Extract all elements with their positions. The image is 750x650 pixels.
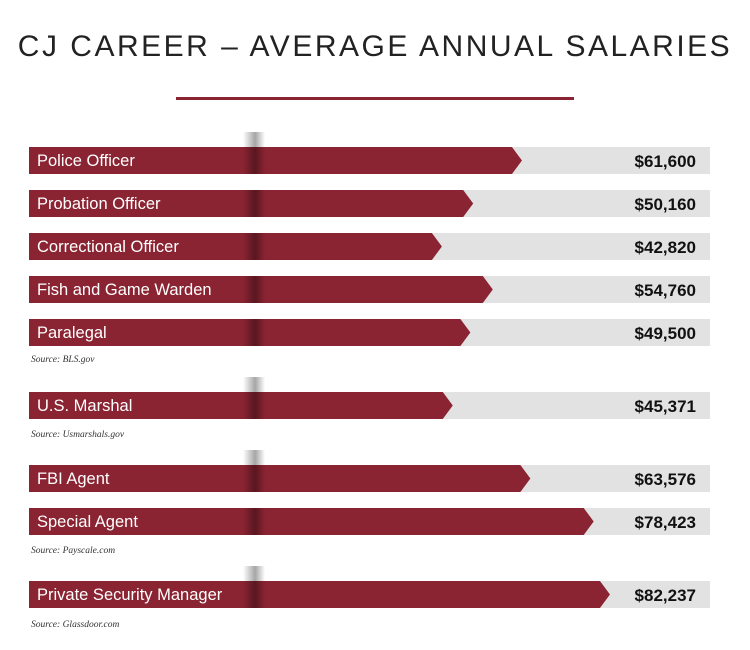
value-label: $82,237 xyxy=(635,586,696,605)
bar-shadow xyxy=(243,190,265,217)
bar-shadow xyxy=(243,377,265,419)
bar xyxy=(29,508,594,535)
bar-shadow xyxy=(243,276,265,303)
bar-label: Fish and Game Warden xyxy=(37,281,212,299)
bar-shadow xyxy=(243,566,265,608)
bar-shadow xyxy=(243,319,265,346)
bar-label: FBI Agent xyxy=(37,470,110,488)
source-note: Source: BLS.gov xyxy=(31,355,95,365)
bar xyxy=(29,147,522,174)
bar-shadow xyxy=(243,132,265,174)
value-label: $42,820 xyxy=(635,238,696,257)
value-label: $78,423 xyxy=(635,513,696,532)
bar xyxy=(29,581,610,608)
bar-label: U.S. Marshal xyxy=(37,397,132,415)
value-label: $45,371 xyxy=(635,397,696,416)
bar-label: Correctional Officer xyxy=(37,238,179,256)
source-note: Source: Payscale.com xyxy=(31,546,115,556)
bar-label: Probation Officer xyxy=(37,195,161,213)
bar-shadow xyxy=(243,450,265,492)
value-label: $61,600 xyxy=(635,152,696,171)
value-label: $50,160 xyxy=(635,195,696,214)
source-note: Source: Glassdoor.com xyxy=(31,620,119,630)
source-note: Source: Usmarshals.gov xyxy=(31,430,125,440)
bar-label: Paralegal xyxy=(37,324,107,342)
value-label: $54,760 xyxy=(635,281,696,300)
value-label: $49,500 xyxy=(635,324,696,343)
value-label: $63,576 xyxy=(635,470,696,489)
bar-label: Private Security Manager xyxy=(37,586,223,604)
bar-shadow xyxy=(243,508,265,535)
bar xyxy=(29,392,453,419)
title-underline xyxy=(176,97,574,100)
bar xyxy=(29,465,531,492)
bar xyxy=(29,233,442,260)
bar-label: Special Agent xyxy=(37,513,138,531)
bar-shadow xyxy=(243,233,265,260)
bar-label: Police Officer xyxy=(37,152,135,170)
chart-title: CJ CAREER – AVERAGE ANNUAL SALARIES xyxy=(17,30,733,63)
